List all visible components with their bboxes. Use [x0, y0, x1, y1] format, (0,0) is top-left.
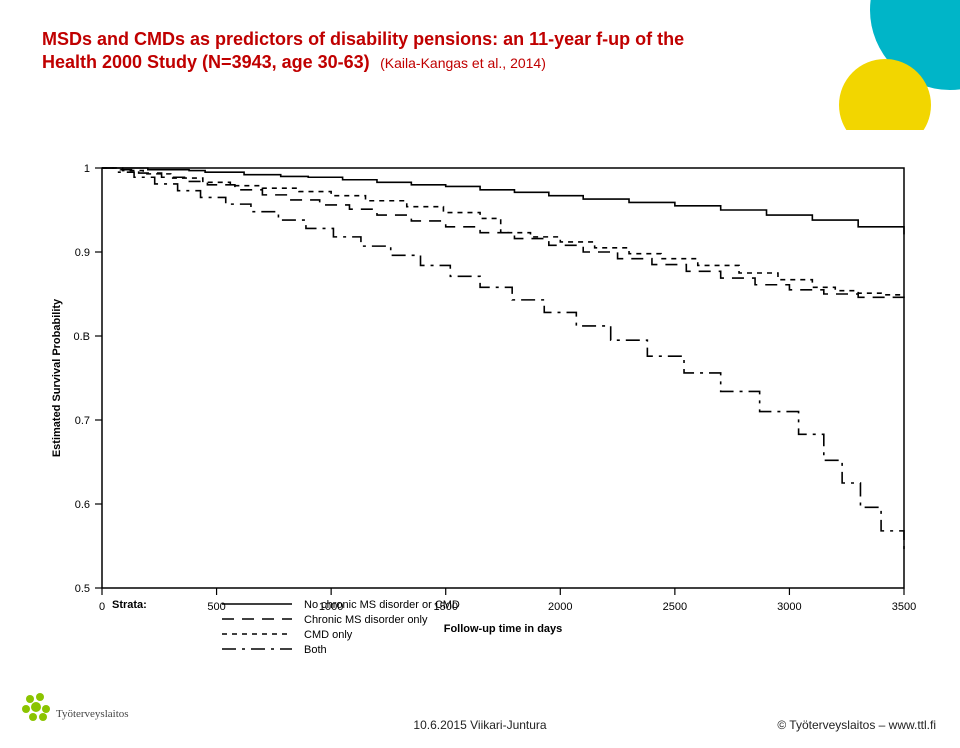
svg-text:Strata:: Strata:	[112, 599, 147, 611]
title-block: MSDs and CMDs as predictors of disabilit…	[42, 28, 742, 75]
svg-text:CMD only: CMD only	[304, 629, 353, 641]
svg-text:0.B: 0.B	[73, 331, 90, 343]
svg-text:Follow-up time in days: Follow-up time in days	[444, 623, 563, 635]
footer-center: 10.6.2015 Viikari-Juntura	[413, 718, 546, 732]
slide-title: MSDs and CMDs as predictors of disabilit…	[42, 29, 684, 72]
slide: MSDs and CMDs as predictors of disabilit…	[0, 0, 960, 748]
logo-text: Työterveyslaitos	[56, 708, 129, 720]
svg-text:1: 1	[84, 163, 90, 175]
svg-text:2500: 2500	[663, 601, 687, 613]
svg-text:2000: 2000	[548, 601, 572, 613]
slide-title-ref: (Kaila-Kangas et al., 2014)	[380, 55, 546, 71]
survival-chart: 05001000150020002500300035000.50.60.70.B…	[42, 158, 918, 678]
footer-logo: Työterveyslaitos	[18, 687, 148, 734]
footer: Työterveyslaitos 10.6.2015 Viikari-Juntu…	[0, 690, 960, 738]
svg-text:3500: 3500	[892, 601, 916, 613]
svg-text:0.5: 0.5	[75, 583, 90, 595]
svg-text:Chronic MS disorder only: Chronic MS disorder only	[304, 614, 428, 626]
svg-text:No chronic MS disorder or CMD: No chronic MS disorder or CMD	[304, 599, 460, 611]
svg-text:Both: Both	[304, 644, 327, 656]
svg-text:500: 500	[207, 601, 225, 613]
footer-right: © Työterveyslaitos – www.ttl.fi	[777, 718, 936, 732]
corner-decor	[780, 0, 960, 130]
svg-text:3000: 3000	[777, 601, 801, 613]
svg-text:0.7: 0.7	[75, 415, 90, 427]
svg-text:0: 0	[99, 601, 105, 613]
chart-svg: 05001000150020002500300035000.50.60.70.B…	[42, 158, 918, 678]
svg-text:0.9: 0.9	[75, 247, 90, 259]
svg-text:0.6: 0.6	[75, 499, 90, 511]
svg-text:Estimated Survival Probability: Estimated Survival Probability	[51, 298, 63, 457]
